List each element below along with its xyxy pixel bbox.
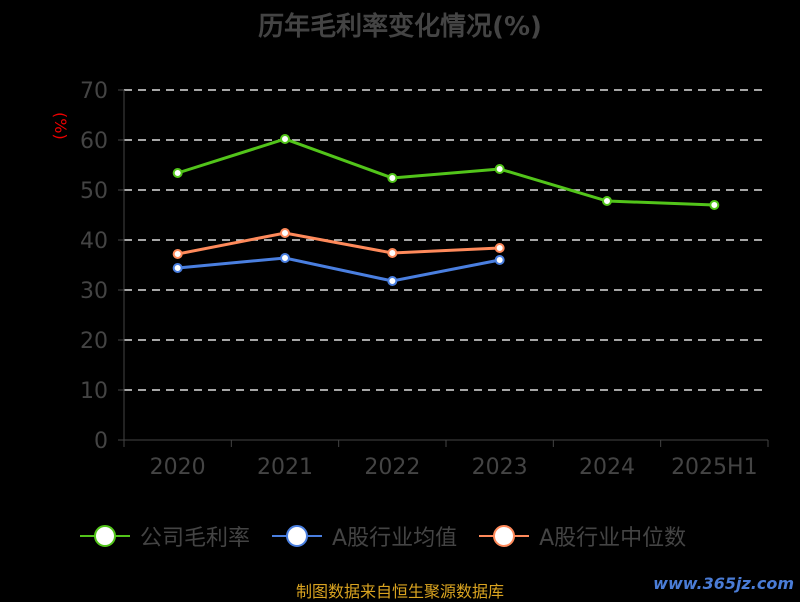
x-tick-label: 2022 — [364, 455, 420, 480]
x-tick-label: 2020 — [150, 455, 206, 480]
y-tick-label: 30 — [80, 279, 108, 304]
y-tick-label: 60 — [80, 129, 108, 154]
legend-label: A股行业均值 — [332, 526, 458, 551]
data-point — [387, 276, 398, 286]
y-tick-label: 50 — [80, 179, 108, 204]
legend-item[interactable]: A股行业均值 — [272, 520, 457, 552]
x-tick-label: 2021 — [257, 455, 313, 480]
data-point — [602, 196, 612, 206]
data-point — [494, 255, 505, 265]
watermark: www.365jz.com — [653, 574, 794, 593]
data-point — [709, 200, 720, 210]
legend: 公司毛利率 A股行业均值 A股行业中位数 — [80, 520, 708, 552]
y-tick-label: 0 — [94, 429, 108, 454]
legend-item[interactable]: 公司毛利率 — [80, 520, 250, 552]
legend-label: A股行业中位数 — [539, 526, 687, 551]
data-point — [387, 173, 398, 183]
data-point — [280, 228, 290, 238]
y-tick-label: 20 — [80, 329, 108, 354]
data-point — [494, 164, 505, 174]
data-point — [172, 249, 183, 259]
y-tick-label: 70 — [80, 79, 108, 104]
data-point — [172, 263, 183, 273]
legend-marker-icon — [479, 525, 530, 547]
legend-marker-icon — [272, 525, 323, 547]
x-tick-label: 2025H1 — [671, 455, 758, 480]
series-line — [177, 256, 500, 283]
data-point — [172, 168, 183, 178]
data-point — [280, 134, 290, 144]
y-tick-label: 40 — [80, 229, 108, 254]
x-tick-label: 2024 — [579, 455, 635, 480]
legend-item[interactable]: A股行业中位数 — [479, 520, 686, 552]
source-note: 制图数据来自恒生聚源数据库 — [295, 582, 504, 601]
data-point — [280, 253, 290, 263]
series-line — [177, 137, 715, 207]
chart-title: 历年毛利率变化情况(%) — [258, 12, 542, 42]
legend-label: 公司毛利率 — [140, 526, 251, 551]
series-line — [177, 231, 500, 256]
y-tick-label: 10 — [80, 379, 108, 404]
x-tick-label: 2023 — [472, 455, 528, 480]
data-point — [494, 243, 505, 253]
data-point — [387, 248, 398, 258]
legend-marker-icon — [80, 525, 130, 547]
